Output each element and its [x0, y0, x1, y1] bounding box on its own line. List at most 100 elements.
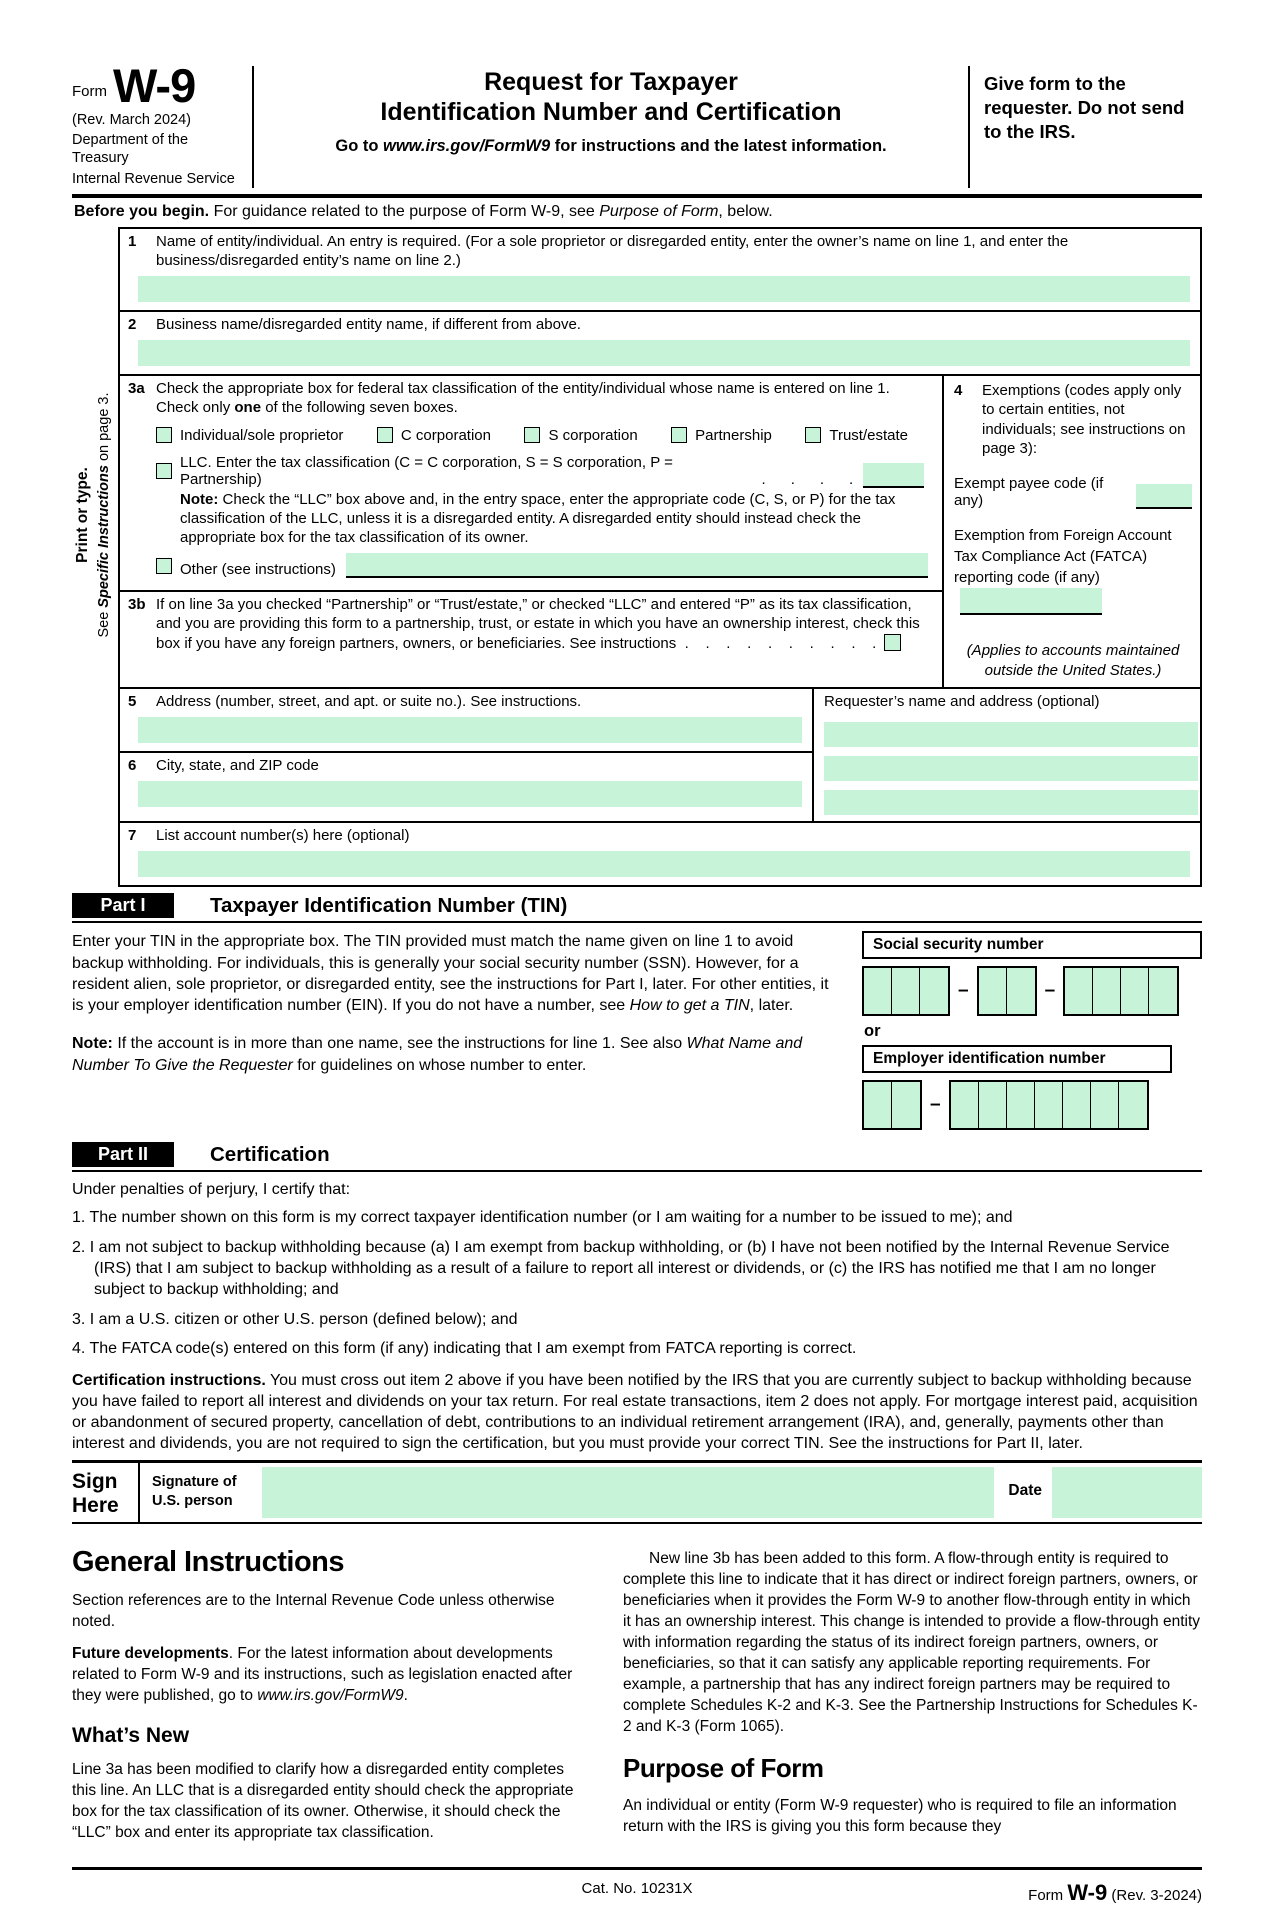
option-individual-label: Individual/sole proprietor — [180, 426, 344, 444]
line6-cell: 6 City, state, and ZIP code — [120, 753, 812, 815]
signature-input[interactable] — [262, 1467, 995, 1518]
line5-input[interactable] — [138, 717, 802, 744]
option-partnership: Partnership — [671, 427, 772, 444]
ssn-cell[interactable] — [892, 968, 920, 1015]
checkbox-partnership[interactable] — [671, 427, 688, 444]
irs-url: www.irs.gov/FormW9 — [383, 137, 551, 155]
ein-cell[interactable] — [1090, 1082, 1119, 1129]
line2-input[interactable] — [138, 339, 1190, 366]
line3-line4-row: 3a Check the appropriate box for federal … — [120, 375, 1200, 690]
ein-group-2 — [948, 1080, 1149, 1131]
instructions-left-column: General Instructions Section references … — [72, 1546, 577, 1844]
checkbox-llc[interactable] — [156, 462, 172, 479]
checkbox-s-corporation[interactable] — [524, 427, 541, 444]
line7-input[interactable] — [138, 851, 1190, 878]
exempt-payee-label: Exempt payee code (if any) — [954, 474, 1104, 509]
option-partnership-label: Partnership — [695, 426, 772, 444]
llc-label: LLC. Enter the tax classification (C = C… — [180, 453, 673, 488]
print-or-type-label: Print or type. See Specific Instructions… — [72, 355, 118, 675]
ein-cell[interactable] — [1034, 1082, 1063, 1129]
department-line-1: Department of the Treasury — [72, 131, 189, 167]
option-s-corporation-label: S corporation — [548, 426, 638, 444]
ssn-cell[interactable] — [1149, 968, 1178, 1015]
signature-label: Signature of U.S. person — [152, 1474, 237, 1510]
date-input[interactable] — [1052, 1467, 1202, 1518]
general-instructions-section: General Instructions Section references … — [72, 1546, 1202, 1844]
ssn-cell[interactable] — [1006, 968, 1035, 1015]
instructions-right-column: New line 3b has been added to this form.… — [623, 1546, 1202, 1844]
goto-line: Go to www.irs.gov/FormW9 for instruction… — [335, 137, 887, 155]
tax-classification-options: Individual/sole proprietor C corporation… — [156, 427, 908, 444]
ein-cell[interactable] — [1118, 1082, 1147, 1129]
line4-column: 4 Exemptions (codes apply only to certain… — [944, 376, 1200, 688]
form-word: Form — [72, 82, 107, 100]
ein-cell[interactable] — [864, 1082, 892, 1129]
line3b-cell: 3b If on line 3a you checked “Partnership… — [120, 592, 942, 660]
future-developments-paragraph: Future developments. For the latest info… — [72, 1644, 573, 1704]
ein-cell[interactable] — [892, 1082, 920, 1129]
checkbox-individual-sole-proprietor[interactable] — [156, 427, 172, 444]
exempt-payee-row: Exempt payee code (if any) — [954, 475, 1192, 509]
line6-input[interactable] — [138, 781, 802, 808]
requester-cell: Requester’s name and address (optional) — [814, 689, 1200, 821]
ein-cell[interactable] — [978, 1082, 1007, 1129]
form-title: Request for Taxpayer Identification Numbe… — [380, 68, 842, 126]
requester-input-2[interactable] — [824, 756, 1198, 782]
ssn-group-2 — [976, 966, 1037, 1017]
ssn-cell[interactable] — [864, 968, 892, 1015]
fatca-code-input[interactable] — [960, 587, 1102, 615]
line3-column: 3a Check the appropriate box for federal … — [120, 375, 944, 688]
line3a-cell: 3a Check the appropriate box for federal … — [120, 376, 942, 593]
line1-label: Name of entity/individual. An entry is r… — [156, 233, 1069, 270]
checkbox-other[interactable] — [156, 557, 172, 574]
ssn-dash-1: – — [958, 980, 969, 1002]
catalog-number: Cat. No. 10231X — [581, 1880, 693, 1898]
ssn-cell[interactable] — [1121, 968, 1150, 1015]
ssn-cell[interactable] — [920, 968, 948, 1015]
date-label: Date — [1008, 1482, 1042, 1500]
ssn-cell[interactable] — [1065, 968, 1094, 1015]
certification-item-2: 2. I am not subject to backup withholdin… — [72, 1239, 1170, 1298]
sign-here-label: Sign Here — [72, 1470, 119, 1518]
ein-cell[interactable] — [950, 1082, 979, 1129]
requester-input-3[interactable] — [824, 790, 1198, 816]
line1-row: 1 Name of entity/individual. An entry is … — [120, 229, 1200, 313]
llc-tax-code-input[interactable] — [863, 462, 924, 488]
certification-item-3: 3. I am a U.S. citizen or other U.S. per… — [72, 1310, 518, 1328]
exempt-payee-code-input[interactable] — [1136, 483, 1192, 509]
ein-cell[interactable] — [1062, 1082, 1091, 1129]
checkbox-trust-estate[interactable] — [805, 427, 822, 444]
option-individual: Individual/sole proprietor — [156, 427, 343, 444]
line6-number: 6 — [128, 757, 137, 775]
part1-paragraph: Enter your TIN in the appropriate box. T… — [72, 933, 829, 1015]
purpose-paragraph: An individual or entity (Form W-9 reques… — [623, 1797, 1177, 1836]
llc-dot-leaders: . . . . — [761, 470, 854, 488]
part2-header: Part II Certification — [72, 1138, 1202, 1173]
checkbox-c-corporation[interactable] — [376, 427, 393, 444]
sign-here-row: Sign Here Signature of U.S. person Date — [72, 1460, 1202, 1524]
certification-instructions: Certification instructions. You must cro… — [72, 1372, 1198, 1452]
requester-input-1[interactable] — [824, 722, 1198, 748]
form-body: Print or type. See Specific Instructions… — [72, 227, 1202, 888]
fatca-label: Exemption from Foreign Account Tax Compl… — [954, 526, 1172, 586]
form-number: W-9 — [113, 59, 196, 112]
ssn-cell[interactable] — [1093, 968, 1122, 1015]
line1-number: 1 — [128, 233, 137, 251]
ssn-group-3 — [1063, 966, 1180, 1017]
ein-cells: – — [862, 1080, 1202, 1131]
line3b-new-paragraph: New line 3b has been added to this form.… — [623, 1549, 1200, 1736]
ein-cell[interactable] — [1006, 1082, 1035, 1129]
ssn-cell[interactable] — [978, 968, 1007, 1015]
option-c-corporation-label: C corporation — [400, 426, 491, 444]
line3b-checkbox[interactable] — [884, 634, 902, 652]
part1-instructions: Enter your TIN in the appropriate box. T… — [72, 931, 862, 1136]
department-line-2: Internal Revenue Service — [72, 171, 235, 188]
line1-input[interactable] — [138, 276, 1190, 303]
line3a-number: 3a — [128, 379, 145, 397]
line7-label: List account number(s) here (optional) — [156, 827, 410, 845]
other-input[interactable] — [345, 553, 928, 579]
ssn-group-1 — [862, 966, 950, 1017]
certification-intro: Under penalties of perjury, I certify th… — [72, 1181, 351, 1199]
part1-body: Enter your TIN in the appropriate box. T… — [72, 931, 1202, 1136]
